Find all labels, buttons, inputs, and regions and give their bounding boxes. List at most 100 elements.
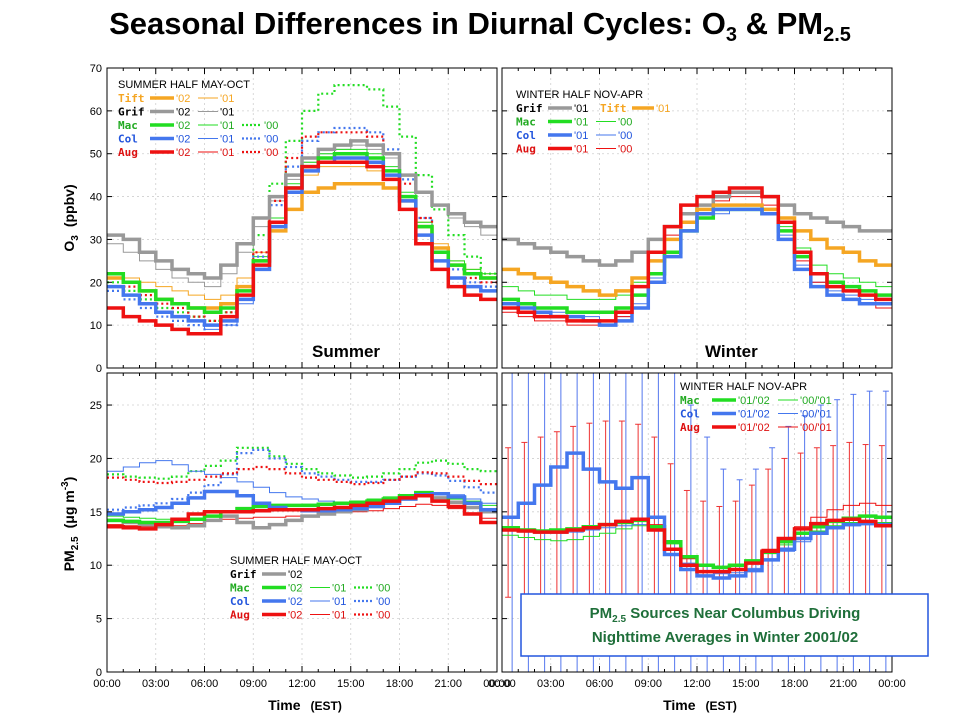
- legend-year-bold: '01: [574, 103, 588, 115]
- y-tick-label: 0: [96, 363, 102, 375]
- series-line-col-bold: [502, 207, 892, 327]
- legend-year-bold: '01/'02: [738, 395, 770, 407]
- legend-summer-o3: SUMMER HALF MAY-OCT Tift '02 '01 Grif '02 '01…: [118, 79, 278, 159]
- legend-year-dot: '00: [376, 596, 390, 608]
- legend-site: Col: [230, 595, 250, 608]
- y-tick-label: 15: [90, 507, 102, 519]
- legend-year-thin: '00: [618, 144, 632, 156]
- legend-site: Col: [118, 133, 138, 146]
- plot-area: 0 10 20 30 40 50 60 70 0 5 10 15 20 25 00:00 03:00 06:00…: [90, 63, 906, 690]
- legend-row-tift: Tift '02 '01: [118, 92, 234, 105]
- legend-row-aug: Aug '02 '01 '00: [230, 609, 390, 622]
- legend-title: WINTER HALF NOV-APR: [516, 89, 643, 101]
- legend-row-grif: Grif '02 '01: [118, 106, 234, 119]
- x-tick-label: 06:00: [586, 678, 614, 690]
- legend-row-mac: Mac '01 '00: [516, 116, 632, 129]
- x-tick-label: 15:00: [337, 678, 365, 690]
- panel-pm_summer: 0 5 10 15 20 25 00:00 03:00 06:00 09:00 12:00 15:00…: [90, 372, 511, 690]
- legend-row-grif: Grif '02: [230, 568, 302, 581]
- legend-year-bold: '01/'02: [738, 409, 770, 421]
- x-tick-label: 06:00: [191, 678, 219, 690]
- series-line-grif-bold: [502, 190, 892, 267]
- legend-year-dot: '00: [264, 147, 278, 159]
- x-tick-label: 00:00: [488, 678, 516, 690]
- legend-row-col: Col '01 '00: [516, 129, 632, 142]
- legend-year-bold: '02: [288, 610, 302, 622]
- legend-year-bold: '02: [176, 107, 190, 119]
- legend-winter-o3: WINTER HALF NOV-APR Grif '01 Tift '01 Mac '01…: [516, 89, 670, 156]
- series-line-mac-dot: [107, 446, 497, 480]
- legend-site: Aug: [118, 146, 138, 159]
- y-tick-label: 25: [90, 400, 102, 412]
- y-tick-label: 50: [90, 149, 102, 161]
- y-tick-label: 20: [90, 453, 102, 465]
- series-line-aug-bold: [502, 186, 892, 323]
- legend-row-col: Col '01/'02 '00/'01: [680, 408, 832, 421]
- legend-row-grif: Grif '01 Tift '01: [516, 102, 670, 115]
- legend-year-thin: '00: [618, 117, 632, 129]
- legend-year-thin: '01: [220, 93, 234, 105]
- x-tick-label: 18:00: [386, 678, 414, 690]
- legend-winter-pm: WINTER HALF NOV-APR Mac '01/'02'00/'01Col…: [680, 381, 832, 434]
- series-line-tift-bold: [502, 203, 892, 297]
- legend-row-mac: Mac '02 '01 '00: [118, 119, 278, 132]
- legend-year-thin: '00/'01: [800, 422, 832, 434]
- series-line-aug-dot: [107, 465, 497, 486]
- legend-year-bold: '02: [176, 120, 190, 132]
- legend-row-col: Col '02 '01 '00: [118, 133, 278, 146]
- legend-site: Mac: [118, 119, 138, 132]
- legend-title: SUMMER HALF MAY-OCT: [118, 79, 250, 91]
- y-tick-label: 20: [90, 277, 102, 289]
- legend-year-thin: '00/'01: [800, 409, 832, 421]
- legend-year-bold: '02: [288, 583, 302, 595]
- y-tick-label: 30: [90, 234, 102, 246]
- legend-year-bold: '01: [574, 117, 588, 129]
- legend-year-bold: '01: [574, 130, 588, 142]
- legend-site: Grif: [516, 102, 543, 115]
- panel-o3_winter: [501, 67, 893, 369]
- legend-year-bold: '02: [288, 596, 302, 608]
- legend-year-thin: '01: [220, 147, 234, 159]
- legend-site: Col: [680, 408, 700, 421]
- series-line-aug-bold: [502, 517, 892, 574]
- legend-title: WINTER HALF NOV-APR: [680, 381, 807, 393]
- pm-ylabel: PM2.5(μg m-3): [60, 477, 81, 572]
- legend-year-dot: '00: [376, 583, 390, 595]
- legend-year-bold: '02: [176, 147, 190, 159]
- legend-year-bold: '02: [176, 134, 190, 146]
- y-tick-label: 5: [96, 614, 102, 626]
- xlabel-right: Time (EST): [663, 697, 737, 713]
- legend-year-thin: '01: [220, 120, 234, 132]
- legend-site: Mac: [680, 394, 700, 407]
- legend-year-dot: '00: [376, 610, 390, 622]
- legend-year-bold: '01: [574, 144, 588, 156]
- legend-site: Col: [516, 129, 536, 142]
- legend-year-thin: '01: [332, 610, 346, 622]
- legend-row-aug: Aug '01/'02 '00/'01: [680, 421, 832, 434]
- winter-label: Winter: [705, 342, 758, 361]
- x-tick-label: 00:00: [878, 678, 906, 690]
- legend-year-thin: '01: [332, 596, 346, 608]
- x-tick-label: 15:00: [732, 678, 760, 690]
- legend-row-col: Col '02 '01 '00: [230, 595, 390, 608]
- legend-site: Tift: [600, 102, 627, 115]
- note-line-1: PM2.5 Sources Near Columbus Driving: [590, 605, 861, 625]
- series-line-mac-dot: [107, 84, 497, 322]
- legend-row-aug: Aug '02 '01 '00: [118, 146, 278, 159]
- x-tick-label: 03:00: [142, 678, 170, 690]
- legend-title: SUMMER HALF MAY-OCT: [230, 555, 362, 567]
- note-line-2: Nighttime Averages in Winter 2001/02: [592, 629, 858, 646]
- legend-site: Aug: [230, 609, 250, 622]
- y-tick-label: 60: [90, 106, 102, 118]
- y-tick-label: 70: [90, 63, 102, 75]
- xlabel-left: Time (EST): [268, 697, 342, 713]
- series-line-aug-bold: [107, 160, 497, 336]
- x-tick-label: 12:00: [683, 678, 711, 690]
- y-tick-label: 40: [90, 192, 102, 204]
- legend-row-mac: Mac '01/'02 '00/'01: [680, 394, 832, 407]
- x-tick-label: 00:00: [93, 678, 121, 690]
- legend-site: Grif: [118, 106, 145, 119]
- legend-year-thin: '01: [332, 583, 346, 595]
